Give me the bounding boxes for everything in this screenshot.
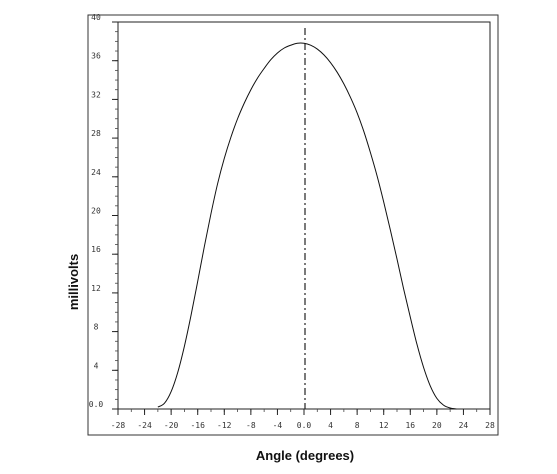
y-axis-label: millivolts	[66, 254, 81, 310]
x-tick-label: -16	[190, 421, 205, 430]
y-axis-ticks: 0.0 4 8 12 16 20 24 28 32 36 40	[89, 13, 118, 410]
plot-area	[117, 21, 491, 410]
x-tick-label: 12	[379, 421, 389, 430]
y-tick-label: 24	[91, 168, 101, 177]
x-tick-label: -24	[137, 421, 152, 430]
y-tick-label: 0.0	[89, 400, 104, 409]
x-tick-label: -12	[217, 421, 232, 430]
y-tick-label: 20	[91, 207, 101, 216]
x-tick-label: 4	[328, 421, 333, 430]
y-tick-label: 32	[91, 90, 101, 99]
series-line	[157, 42, 457, 410]
x-tick-label: -8	[246, 421, 256, 430]
x-tick-label: 24	[459, 421, 469, 430]
y-tick-label: 16	[91, 245, 101, 254]
y-tick-label: 40	[91, 13, 101, 22]
x-axis-label: Angle (degrees)	[256, 448, 354, 463]
x-tick-label: -4	[273, 421, 283, 430]
y-tick-label: 8	[94, 323, 99, 332]
x-tick-label: 8	[355, 421, 360, 430]
x-tick-label: -28	[111, 421, 126, 430]
x-tick-label: -20	[164, 421, 179, 430]
x-tick-label: 28	[485, 421, 495, 430]
y-tick-label: 28	[91, 129, 101, 138]
y-tick-label: 4	[94, 361, 99, 370]
y-tick-label: 12	[91, 284, 101, 293]
x-tick-label: 16	[405, 421, 415, 430]
x-tick-label: 0.0	[297, 421, 312, 430]
x-tick-label: 20	[432, 421, 442, 430]
y-tick-label: 36	[91, 52, 101, 61]
x-axis-ticks: -28 -24 -20 -16 -12 -8 -4 0.0 4 8 12 16 20 24 28	[111, 409, 495, 430]
